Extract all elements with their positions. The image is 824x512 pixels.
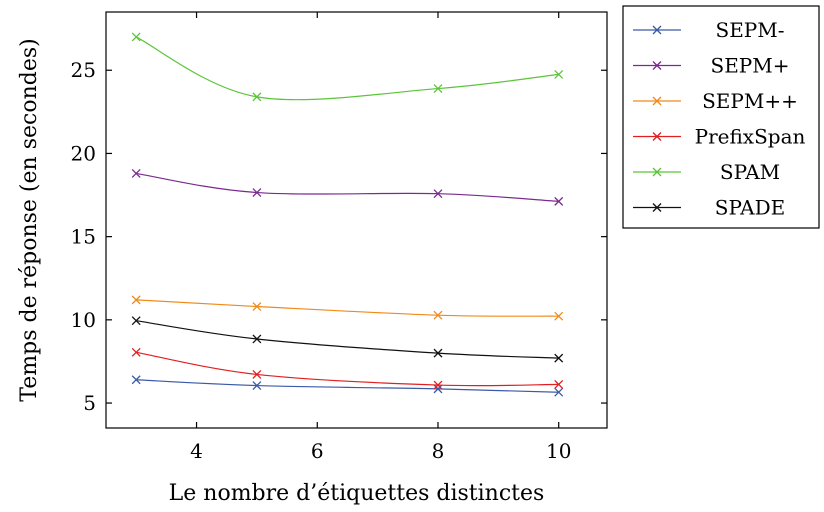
legend-label: SPADE [715,196,785,220]
data-point [554,69,564,79]
y-axis-title: Temps de réponse (en secondes) [17,38,42,401]
legend: SEPM- SEPM+ SEPM++ PrefixSpan SPAM SPADE [622,5,820,229]
data-point [433,348,443,358]
data-point [252,334,262,344]
x-tick-label: 6 [311,439,324,463]
legend-item: SEPM- [633,18,785,42]
data-point [252,302,262,311]
plot-frame [105,11,608,429]
series-0 [131,375,564,397]
data-point [252,188,262,198]
y-tick-label: 20 [71,141,96,165]
series-line [135,36,559,101]
legend-box [622,5,820,229]
series-line [136,299,559,317]
y-tick-label: 5 [83,391,96,415]
legend-swatch-marker [652,96,662,106]
legend-item: PrefixSpan [633,125,806,149]
data-point [554,353,564,363]
legend-label: SEPM- [716,18,785,42]
data-point [131,347,141,357]
legend-swatch-marker [652,132,662,141]
data-point [433,84,443,94]
legend-swatch-marker [652,203,662,212]
legend-item: SEPM+ [633,54,790,78]
y-tick-label: 25 [71,58,96,82]
y-tick-label: 15 [71,225,96,249]
legend-label: SEPM+ [711,54,790,78]
data-point [252,92,262,102]
data-point [252,381,262,391]
data-point [554,311,564,321]
data-point [131,375,141,385]
x-tick-label: 10 [546,439,571,463]
legend-item: SPAM [633,160,780,184]
series-1 [131,168,564,206]
data-point [433,189,443,199]
legend-item: SEPM++ [633,89,798,113]
series-2 [131,295,564,321]
data-point [554,196,564,206]
data-point [554,387,564,397]
data-point [131,168,141,178]
data-point [252,369,262,379]
x-axis-title: Le nombre d’étiquettes distinctes [169,481,545,506]
legend-label: SEPM++ [702,89,798,113]
x-tick-label: 4 [190,439,203,463]
y-tick-label: 10 [71,308,96,332]
series-5 [131,316,564,363]
x-tick-label: 8 [432,439,445,463]
plot-area: 4 6 8 10 5 10 15 20 25 [71,11,608,463]
legend-swatch-marker [652,167,662,177]
data-point [131,32,141,42]
legend-label: SPAM [720,160,780,184]
legend-swatch-marker [652,61,662,70]
series-line [136,351,559,387]
legend-swatch-marker [652,25,662,35]
series-4 [131,32,564,102]
series-3 [131,347,564,390]
data-point [131,295,141,305]
data-point [131,316,141,326]
data-point [433,380,443,390]
data-point [554,379,564,389]
series-line [136,172,559,202]
series-line [136,379,559,393]
legend-item: SPADE [633,196,785,220]
series-line [136,320,559,359]
data-point [433,384,443,394]
data-point [433,310,443,320]
legend-label: PrefixSpan [695,125,806,149]
